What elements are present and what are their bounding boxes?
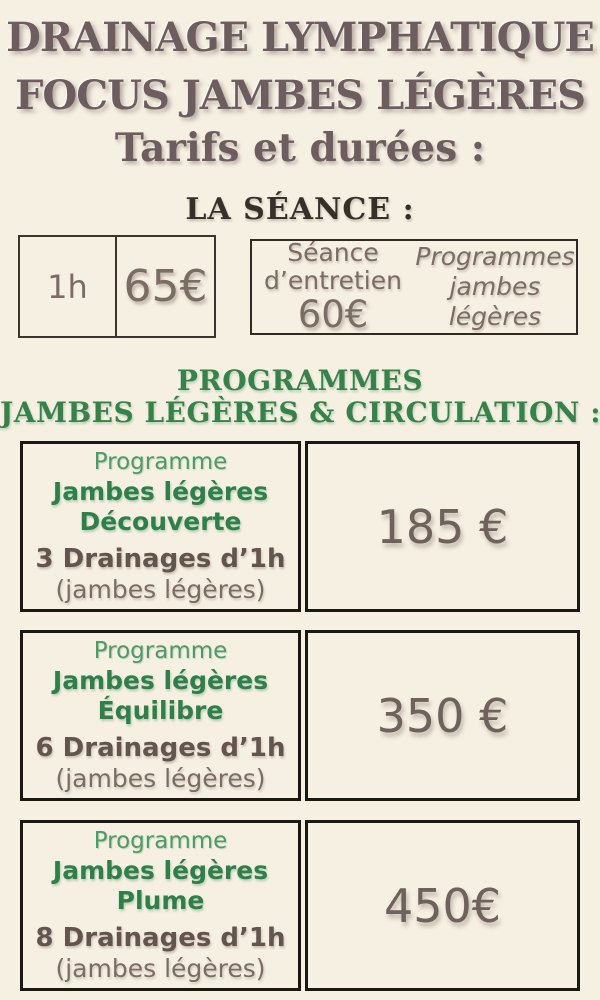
- program-name-line1: Jambes légères: [52, 666, 269, 695]
- programs-note-line1: Programmes: [415, 242, 575, 271]
- session-duration-cell: 1h: [20, 237, 117, 336]
- page-subtitle: Tarifs et durées :: [114, 125, 486, 171]
- program-detail-sub: (jambes légères): [55, 954, 266, 983]
- seance-heading: LA SÉANCE :: [185, 192, 415, 227]
- program-detail: 3 Drainages d’1h: [35, 544, 286, 574]
- programs-note-column: Programmes jambes légères: [414, 242, 576, 332]
- maintenance-line1: Séance: [287, 238, 379, 267]
- program-row-decouverte: Programme Jambes légères Découverte 3 Dr…: [20, 441, 580, 612]
- session-price-cell: 65€: [117, 237, 214, 336]
- program-detail-sub: (jambes légères): [55, 575, 266, 604]
- programs-note-line2: jambes: [449, 272, 541, 301]
- program-name-line2: Plume: [116, 886, 205, 915]
- session-info-box: Séance d’entretien 60€ Programmes jambes…: [250, 239, 578, 335]
- session-duration: 1h: [47, 267, 88, 306]
- program-detail: 6 Drainages d’1h: [35, 733, 286, 763]
- session-price: 65€: [123, 261, 208, 312]
- programs-heading-line2: JAMBES LÉGÈRES & CIRCULATION :: [0, 396, 600, 429]
- program-label: Programme: [93, 449, 228, 475]
- programs-note-line3: légères: [448, 302, 542, 331]
- program-info-cell: Programme Jambes légères Découverte 3 Dr…: [20, 441, 301, 612]
- program-price-cell: 450€: [305, 820, 580, 991]
- program-price: 450€: [383, 878, 502, 933]
- maintenance-price: 60€: [297, 293, 369, 336]
- program-price-cell: 185 €: [305, 441, 580, 612]
- programs-heading-line1: PROGRAMMES: [176, 364, 424, 397]
- program-name-line1: Jambes légères: [52, 856, 269, 885]
- program-label: Programme: [93, 828, 228, 854]
- page-title-line2: FOCUS JAMBES LÉGÈRES: [15, 72, 586, 119]
- program-label: Programme: [93, 638, 228, 664]
- program-price: 350 €: [376, 688, 509, 743]
- program-name-line2: Équilibre: [97, 696, 224, 725]
- program-name-line2: Découverte: [79, 507, 242, 536]
- program-info-cell: Programme Jambes légères Équilibre 6 Dra…: [20, 630, 301, 801]
- maintenance-session-column: Séance d’entretien 60€: [252, 239, 414, 335]
- program-detail: 8 Drainages d’1h: [35, 923, 286, 953]
- page-title-line1: DRAINAGE LYMPHATIQUE: [6, 14, 595, 61]
- program-row-equilibre: Programme Jambes légères Équilibre 6 Dra…: [20, 630, 580, 801]
- program-price: 185 €: [376, 499, 509, 554]
- program-detail-sub: (jambes légères): [55, 764, 266, 793]
- program-row-plume: Programme Jambes légères Plume 8 Drainag…: [20, 820, 580, 991]
- maintenance-line2: d’entretien: [264, 266, 402, 295]
- program-name-line1: Jambes légères: [52, 477, 269, 506]
- session-rate-box: 1h 65€: [18, 235, 216, 338]
- program-price-cell: 350 €: [305, 630, 580, 801]
- program-info-cell: Programme Jambes légères Plume 8 Drainag…: [20, 820, 301, 991]
